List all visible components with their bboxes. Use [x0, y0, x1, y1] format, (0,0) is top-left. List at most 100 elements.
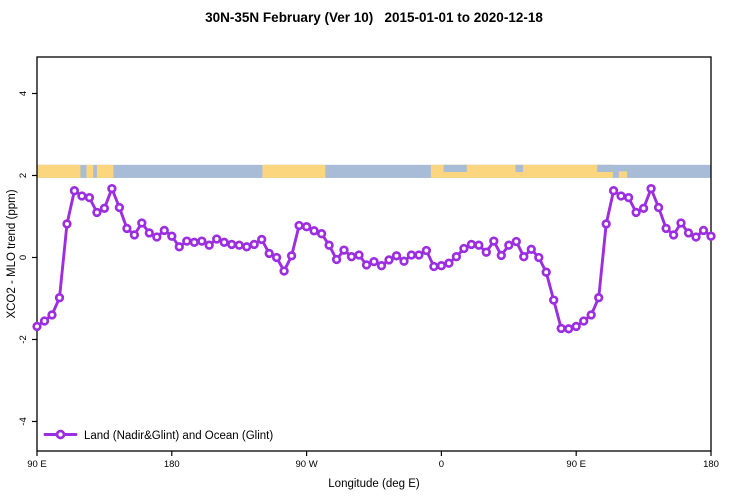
data-point-marker	[159, 225, 169, 236]
data-point-marker	[608, 186, 619, 196]
data-point-marker	[421, 245, 432, 256]
x-tick-label: 90 E	[27, 459, 47, 470]
data-point-marker	[391, 251, 402, 261]
legend-label: Land (Nadir&Glint) and Ocean (Glint)	[84, 430, 273, 442]
data-point-marker	[369, 256, 379, 267]
plot-frame	[36, 56, 712, 452]
data-point-marker	[436, 261, 447, 271]
data-point-marker	[623, 192, 634, 203]
data-point-marker	[631, 207, 641, 218]
data-point-marker	[339, 245, 349, 255]
data-point-marker	[399, 256, 409, 266]
data-point-marker	[242, 242, 252, 252]
y-tick-label: -2	[18, 335, 29, 343]
data-point-marker	[534, 252, 544, 263]
data-point-marker	[661, 223, 671, 234]
data-point-marker	[114, 202, 125, 213]
data-point-marker	[361, 260, 372, 270]
data-point-marker	[414, 250, 424, 260]
data-point-marker	[62, 219, 72, 229]
data-point-marker	[541, 267, 551, 277]
data-point-marker	[264, 248, 274, 259]
data-point-marker	[294, 220, 304, 231]
data-point-marker	[182, 236, 192, 246]
data-point-marker	[511, 236, 521, 247]
data-point-marker	[324, 240, 334, 250]
data-point-marker	[77, 191, 87, 201]
y-tick-label: 2	[18, 173, 29, 178]
land-strip-segment	[86, 164, 94, 178]
data-point-marker	[616, 191, 626, 201]
data-point-marker	[92, 207, 102, 218]
data-point-marker	[444, 258, 454, 268]
data-point-marker	[301, 222, 312, 232]
data-point-marker	[638, 203, 649, 213]
data-point-marker	[594, 293, 604, 303]
data-point-marker	[286, 251, 297, 261]
data-point-marker	[489, 236, 499, 246]
data-point-marker	[601, 219, 611, 229]
data-point-marker	[309, 226, 319, 236]
data-point-marker	[39, 316, 50, 326]
land-dot	[618, 171, 628, 178]
data-point-marker	[129, 230, 140, 240]
data-point-marker	[676, 218, 686, 228]
plot-built-layers: 90 E 180 90 W 0 90 E 180 -4 -2 0 2 4	[18, 56, 719, 470]
data-point-marker	[69, 186, 80, 196]
data-point-marker	[549, 295, 559, 305]
data-point-marker	[466, 239, 477, 250]
data-point-marker	[481, 247, 491, 257]
data-point-marker	[122, 223, 132, 234]
data-point-marker	[698, 225, 709, 236]
y-tick-label: -4	[18, 417, 29, 425]
data-point-marker	[331, 254, 342, 265]
data-point-marker	[571, 321, 581, 332]
data-point-marker	[504, 240, 514, 250]
land-strip-segment	[96, 164, 114, 178]
data-point-marker	[234, 240, 244, 250]
land-strip-segment	[262, 164, 326, 178]
data-point-marker	[107, 183, 117, 194]
y-tick-label: 4	[18, 91, 29, 96]
data-point-marker	[691, 232, 701, 242]
data-point-marker	[459, 243, 469, 254]
data-point-marker	[451, 252, 462, 262]
data-point-marker	[174, 242, 184, 252]
data-point-marker	[496, 250, 506, 261]
data-point-marker	[144, 228, 154, 238]
data-point-marker	[668, 230, 679, 240]
data-point-marker	[346, 252, 357, 262]
data-point-marker	[249, 239, 259, 250]
data-point-marker	[556, 323, 566, 334]
data-point-marker	[47, 310, 57, 320]
data-point-marker	[99, 203, 110, 213]
data-point-marker	[429, 261, 439, 272]
data-point-marker	[646, 183, 656, 194]
data-point-marker	[526, 244, 536, 254]
data-point-marker	[683, 228, 694, 238]
data-point-marker	[152, 232, 162, 242]
data-point-marker	[653, 202, 664, 213]
data-point-marker	[586, 310, 596, 320]
x-axis-label: Longitude (deg E)	[328, 478, 420, 490]
y-axis-label: XCO2 - MLO trend (ppm)	[6, 189, 18, 318]
data-point-marker	[137, 218, 147, 228]
x-tick-label: 90 E	[566, 459, 586, 470]
x-tick-label: 180	[703, 459, 719, 470]
data-point-marker	[564, 324, 574, 334]
data-point-marker	[706, 231, 716, 241]
x-tick-label: 180	[164, 459, 180, 470]
data-point-marker	[279, 266, 289, 276]
ocean-notch	[443, 164, 467, 173]
data-point-marker	[167, 231, 177, 241]
x-tick-label: 90 W	[296, 459, 318, 470]
land-strip-segment	[37, 164, 81, 178]
x-tick-label: 0	[439, 459, 444, 470]
data-point-marker	[227, 239, 237, 250]
chart-title: 30N-35N February (Ver 10) 2015-01-01 to …	[205, 10, 543, 25]
data-point-marker	[579, 316, 589, 326]
data-point-marker	[316, 229, 327, 239]
data-point-marker	[32, 321, 42, 332]
data-point-marker	[376, 261, 387, 271]
